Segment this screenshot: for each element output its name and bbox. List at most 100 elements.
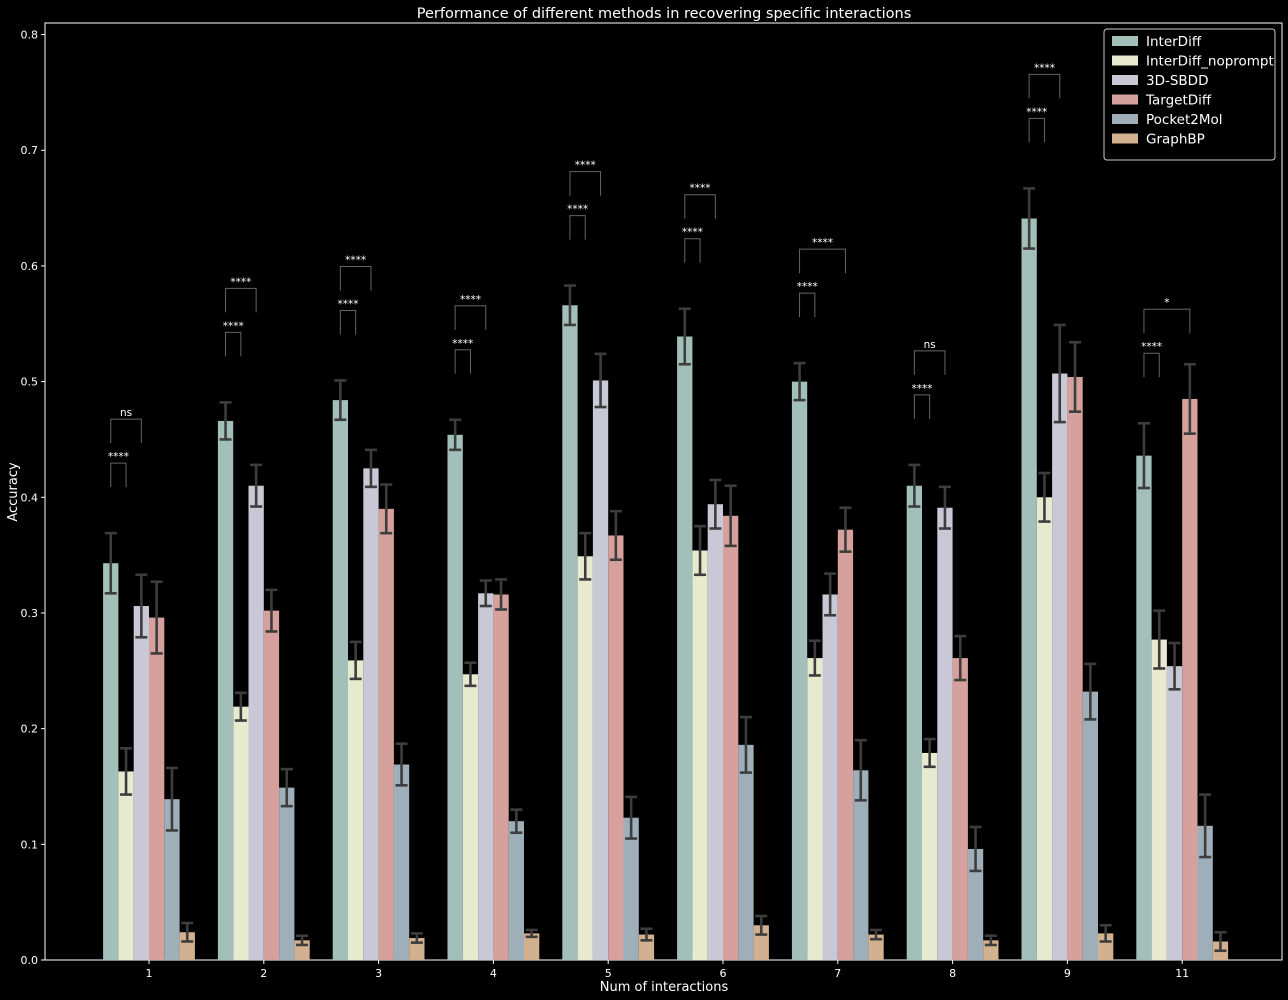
error-bar xyxy=(1069,340,1082,413)
error-bar xyxy=(739,715,752,774)
bar-interdiff-noprompt-1 xyxy=(118,771,134,960)
x-tick-label: 3 xyxy=(375,967,382,980)
bar-pocket2mol-7 xyxy=(853,770,869,960)
bar-interdiff-8 xyxy=(906,485,922,960)
legend-swatch xyxy=(1112,36,1138,46)
significance-bracket: **** xyxy=(684,183,716,219)
legend: InterDiff InterDiff_noprompt 3D-SBDD Target… xyxy=(1103,28,1276,161)
significance-bracket: **** xyxy=(339,254,372,291)
bar-pocket2mol-4 xyxy=(508,821,524,960)
bar-interdiff-noprompt-9 xyxy=(1036,497,1053,960)
bracket-line xyxy=(110,418,142,444)
error-bar xyxy=(870,928,883,941)
error-bar xyxy=(395,742,408,787)
x-tick-label: 11 xyxy=(1175,967,1189,980)
error-bar xyxy=(349,640,362,681)
bracket-line xyxy=(684,238,701,263)
significance-label: **** xyxy=(575,160,596,172)
error-bar xyxy=(135,573,148,639)
bar-targetdiff-5 xyxy=(608,535,624,960)
x-tick-label: 5 xyxy=(605,967,612,980)
bar-3d-sbdd-8 xyxy=(937,507,953,960)
error-bar xyxy=(250,463,263,508)
bracket-line xyxy=(339,309,357,335)
significance-label: **** xyxy=(690,183,711,195)
error-bar xyxy=(1168,641,1181,691)
error-bar xyxy=(808,639,821,677)
x-tick-label: 6 xyxy=(720,967,727,980)
error-bar xyxy=(334,379,347,422)
legend-label: TargetDiff xyxy=(1145,93,1212,109)
significance-bracket: **** xyxy=(1026,106,1047,143)
significance-label: **** xyxy=(797,281,818,293)
error-bar xyxy=(594,352,607,409)
error-bar xyxy=(579,531,592,581)
bars-group xyxy=(103,218,1229,961)
bar-3d-sbdd-1 xyxy=(133,606,149,960)
plot-frame xyxy=(44,22,1283,961)
bar-pocket2mol-2 xyxy=(279,787,295,960)
x-tick-label: 9 xyxy=(1064,967,1071,980)
bar-pocket2mol-6 xyxy=(738,744,754,960)
bracket-line xyxy=(1028,117,1045,143)
significance-bracket: **** xyxy=(569,160,602,196)
bracket-line xyxy=(454,349,471,374)
significance-bracket: **** xyxy=(225,276,257,313)
bracket-line xyxy=(1028,73,1061,99)
error-bar xyxy=(219,401,232,441)
bar-pocket2mol-3 xyxy=(393,764,410,960)
significance-bracket: **** xyxy=(912,383,933,419)
x-tick-label: 7 xyxy=(834,967,841,980)
bar-interdiff-noprompt-8 xyxy=(922,752,938,960)
error-bar xyxy=(479,579,492,608)
bar-graphbp-9 xyxy=(1098,933,1114,960)
bracket-line xyxy=(110,462,127,488)
bracket-line xyxy=(684,194,716,219)
bar-graphbp-7 xyxy=(868,934,884,960)
error-bar xyxy=(609,509,622,562)
bar-interdiff-noprompt-5 xyxy=(577,556,593,960)
bar-interdiff-1 xyxy=(103,563,119,960)
error-bar xyxy=(525,928,538,939)
bar-pocket2mol-5 xyxy=(623,817,639,960)
bar-interdiff-6 xyxy=(677,336,693,960)
error-bar xyxy=(969,825,982,873)
legend-label: GraphBP xyxy=(1146,132,1205,148)
error-bar xyxy=(296,934,309,947)
error-bar xyxy=(1183,362,1196,435)
error-bar xyxy=(449,418,462,452)
significance-bracket: **** xyxy=(797,281,818,318)
y-tick-label: 0.6 xyxy=(21,260,39,273)
significance-label: **** xyxy=(1141,341,1162,353)
error-bar xyxy=(464,661,477,688)
significance-label: **** xyxy=(452,338,473,350)
legend-item: InterDiff_noprompt xyxy=(1112,54,1274,70)
bar-3d-sbdd-5 xyxy=(592,380,609,961)
significance-label: **** xyxy=(1026,106,1047,118)
bar-interdiff-11 xyxy=(1136,455,1152,960)
error-bar xyxy=(709,478,722,530)
legend-label: InterDiff xyxy=(1146,34,1202,50)
chart-title: Performance of different methods in reco… xyxy=(417,6,912,22)
bracket-line xyxy=(799,292,816,318)
error-bar xyxy=(984,934,997,947)
bracket-line xyxy=(454,305,487,330)
bar-graphbp-4 xyxy=(524,933,540,960)
bar-targetdiff-2 xyxy=(263,610,280,960)
legend-label: InterDiff_noprompt xyxy=(1146,54,1274,70)
y-tick-label: 0.8 xyxy=(21,29,39,42)
y-tick-label: 0.3 xyxy=(21,607,39,620)
error-bar xyxy=(495,578,508,611)
bar-targetdiff-7 xyxy=(837,529,854,960)
y-axis: 0.0 0.1 0.2 0.3 0.4 0.5 0.6 0.7 0.8 xyxy=(21,29,45,967)
legend-item: GraphBP xyxy=(1112,132,1205,148)
bar-pocket2mol-11 xyxy=(1197,825,1213,960)
significance-bracket: ns xyxy=(913,339,946,375)
error-bar xyxy=(120,747,133,796)
significance-bracket: **** xyxy=(338,298,359,335)
bar-targetdiff-11 xyxy=(1182,398,1198,960)
bar-3d-sbdd-6 xyxy=(707,504,723,960)
bracket-line xyxy=(225,331,242,357)
bar-targetdiff-4 xyxy=(493,594,509,960)
error-bar xyxy=(854,738,867,802)
